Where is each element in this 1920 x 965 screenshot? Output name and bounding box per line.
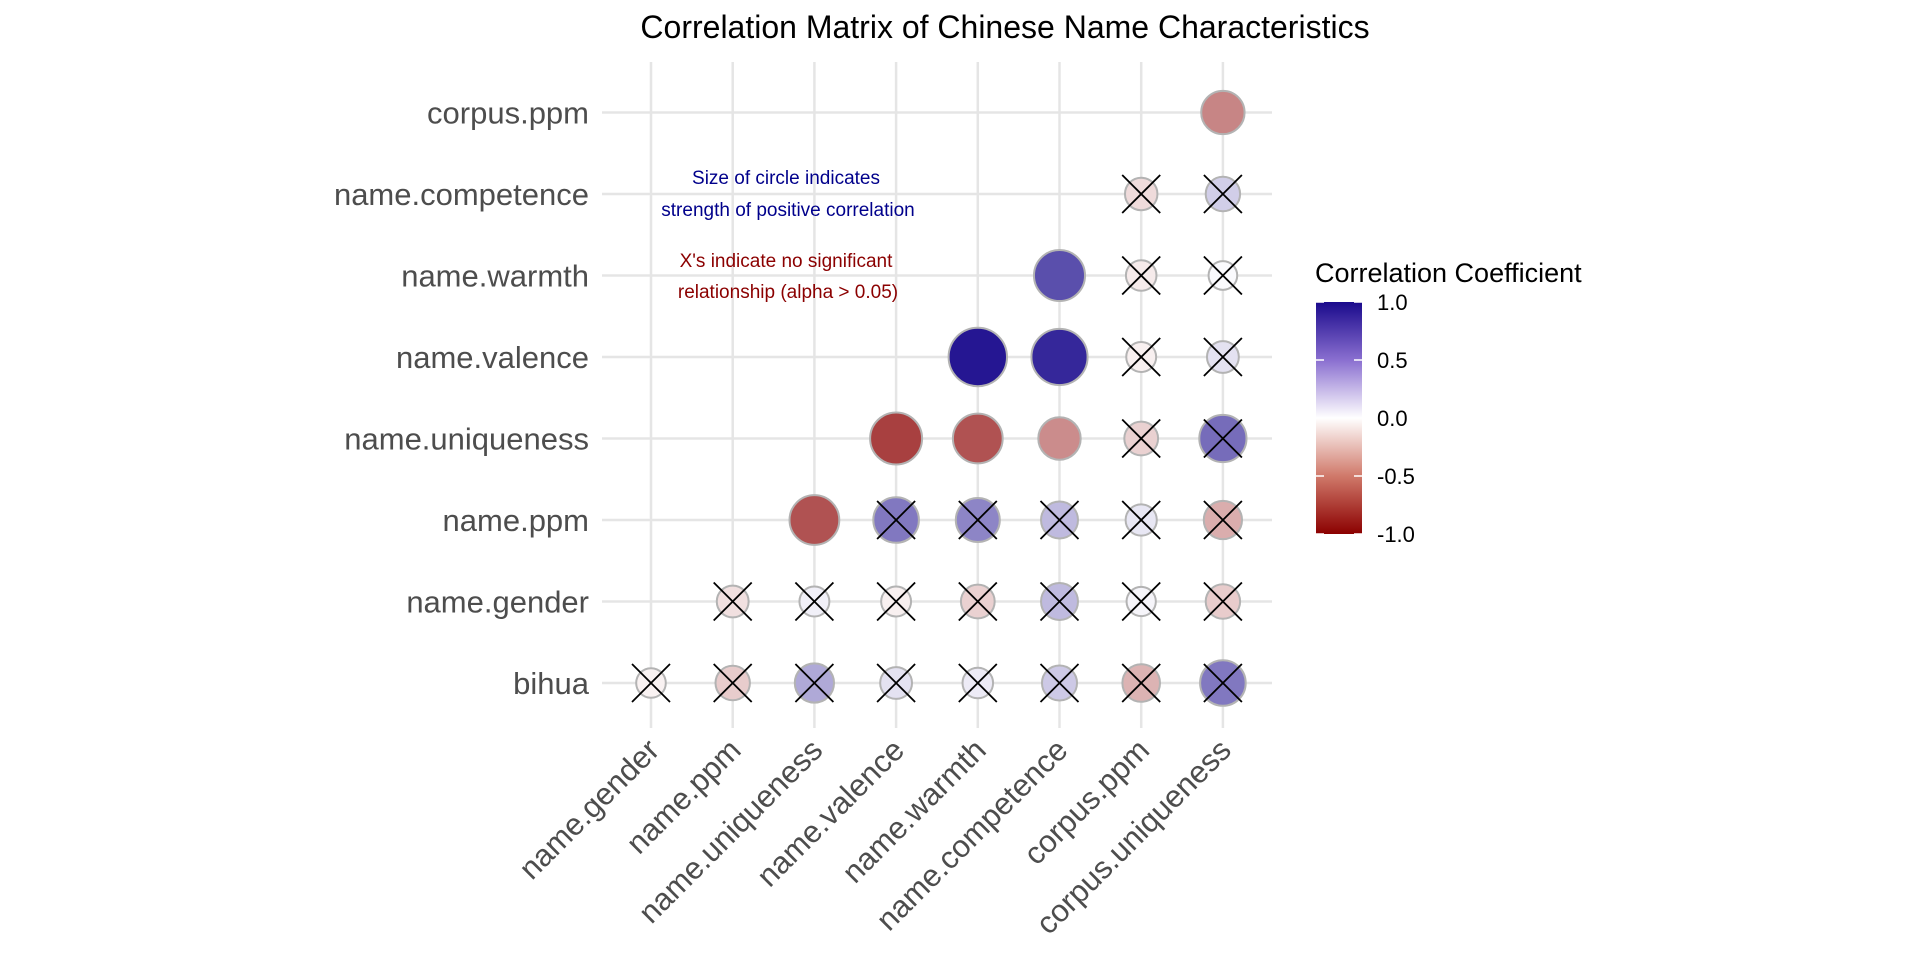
y-tick-label: name.uniqueness (344, 422, 589, 457)
y-tick-label: name.warmth (401, 259, 589, 294)
correlation-circle (1037, 416, 1082, 461)
correlation-circle (1200, 89, 1246, 136)
nonsignificant-x-mark (1121, 255, 1161, 296)
x-tick-label: name.warmth (835, 732, 993, 890)
size-note-line-2: strength of positive correlation (661, 200, 914, 221)
nonsignificant-x-mark (794, 663, 835, 703)
legend-tick-label: 0.5 (1377, 348, 1408, 373)
nonsignificant-x-mark (1203, 337, 1243, 377)
nonsignificant-x-mark (1203, 500, 1243, 540)
nonsignificant-x-mark (1203, 174, 1243, 214)
correlation-circle (869, 411, 924, 466)
legend-tick-label: 0.0 (1377, 406, 1408, 431)
nonsignificant-x-mark (1203, 581, 1243, 622)
nonsignificant-x-mark (1203, 255, 1243, 296)
size-note-line-1: Size of circle indicates (692, 168, 880, 189)
nonsignificant-x-mark (1121, 337, 1161, 377)
nonsignificant-x-mark (1203, 418, 1243, 459)
nonsignificant-x-mark (713, 581, 753, 622)
nonsignificant-x-mark (713, 663, 753, 703)
correlation-circle (788, 494, 841, 546)
color-legend: Correlation Coefficient 1.0 0.5 0.0 -0.5 -1.… (1315, 258, 1582, 547)
correlation-circle (1032, 248, 1087, 303)
y-tick-label: name.competence (334, 177, 589, 212)
nonsignificant-x-mark (1121, 418, 1161, 459)
nonsignificant-x-mark (1121, 663, 1161, 703)
legend-tick-label: -0.5 (1377, 464, 1415, 489)
nonsignificant-x-mark (958, 663, 998, 703)
nonsignificant-x-mark (958, 500, 998, 540)
y-tick-label: bihua (513, 666, 590, 701)
y-tick-label: name.valence (396, 340, 589, 375)
y-tick-label: corpus.ppm (427, 96, 589, 131)
nonsignificant-x-mark (1121, 581, 1161, 622)
nonsignificant-x-mark (1039, 581, 1080, 622)
grid-lines (602, 62, 1272, 728)
nonsignificant-x-mark (876, 581, 916, 622)
nonsignificant-x-mark (958, 581, 998, 622)
correlation-circle (951, 412, 1004, 465)
chart-title: Correlation Matrix of Chinese Name Chara… (640, 9, 1369, 45)
annotations: Size of circle indicates strength of pos… (661, 168, 914, 303)
x-note-line-1: X's indicate no significant (680, 251, 893, 272)
nonsignificant-x-mark (1121, 500, 1161, 540)
legend-ticks: 1.0 0.5 0.0 -0.5 -1.0 (1316, 290, 1415, 547)
legend-tick-label: -1.0 (1377, 522, 1415, 547)
nonsignificant-x-mark (1039, 500, 1080, 540)
nonsignificant-x-mark (1121, 174, 1161, 214)
correlation-circle (947, 326, 1008, 388)
nonsignificant-x-mark (794, 581, 835, 622)
x-axis-tick-labels: name.gendername.ppmname.uniquenessname.v… (512, 732, 1238, 941)
nonsignificant-x-mark (876, 663, 916, 703)
y-tick-label: name.gender (406, 585, 589, 620)
correlation-circle (1030, 327, 1089, 387)
nonsignificant-x-mark (876, 500, 916, 540)
correlation-cells (631, 89, 1248, 707)
nonsignificant-x-mark (631, 663, 671, 703)
legend-title: Correlation Coefficient (1315, 258, 1582, 288)
nonsignificant-x-mark (1039, 663, 1080, 703)
y-tick-label: name.ppm (443, 503, 589, 538)
legend-tick-label: 1.0 (1377, 290, 1408, 315)
x-note-line-2: relationship (alpha > 0.05) (678, 282, 898, 303)
x-tick-label: name.gender (512, 732, 666, 886)
nonsignificant-x-mark (1203, 663, 1243, 703)
y-axis-tick-labels: bihua name.gender name.ppm name.uniqueness n… (334, 96, 590, 702)
